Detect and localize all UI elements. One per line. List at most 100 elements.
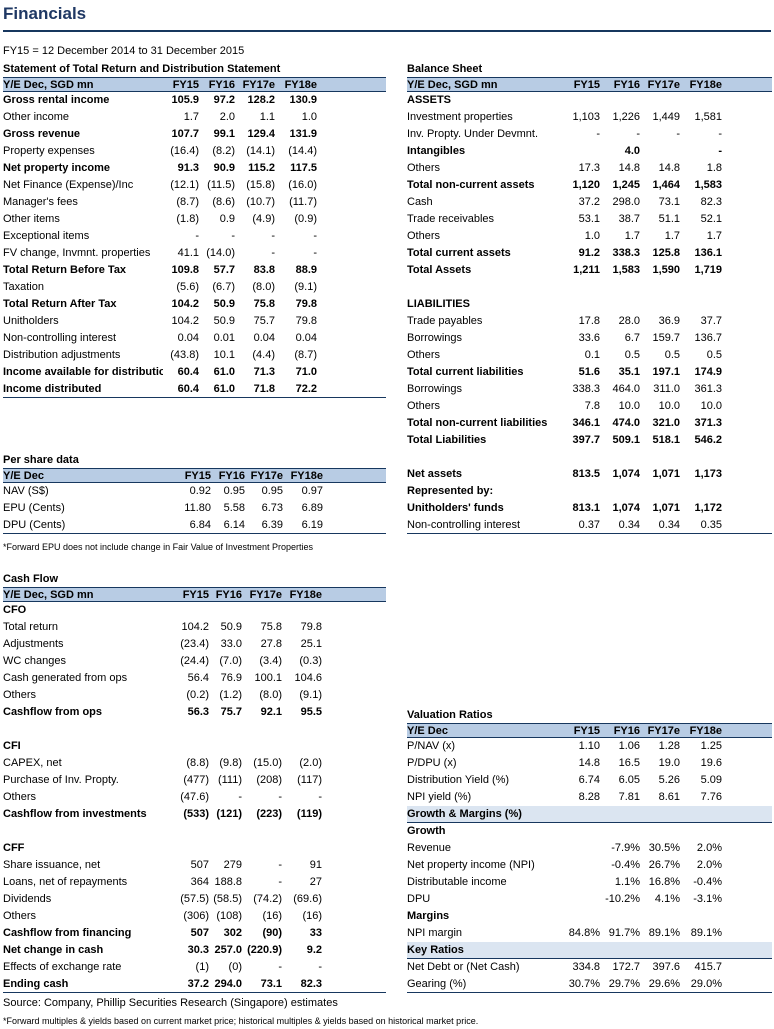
- row-total-current-assets: Total current assets 91.2 338.3 125.8 136.1: [407, 245, 772, 262]
- cell-fy16: (121): [216, 808, 242, 820]
- header-fy17e: FY17e: [250, 470, 283, 482]
- cell-fy17e: 4.1%: [654, 893, 680, 905]
- cell-fy17e: (223): [256, 808, 282, 820]
- header-fy17e: FY17e: [249, 589, 282, 601]
- cell-fy15: [163, 823, 209, 840]
- header-fy16: FY16: [218, 470, 245, 482]
- cell-fy15: [554, 908, 600, 925]
- cell-fy15: 60.4: [177, 366, 199, 378]
- cell-fy16: (11.5): [207, 179, 235, 191]
- cell-fy18e: 19.6: [700, 757, 722, 769]
- row-label: CFO: [3, 604, 27, 616]
- cell-fy16: 2.0: [219, 111, 235, 123]
- cell-fy15: (57.5): [180, 893, 209, 905]
- row-label: FV change, Invmnt. properties: [3, 247, 151, 259]
- cell-fy17e: (15.0): [253, 757, 282, 769]
- cell-fy15: 17.8: [578, 315, 600, 327]
- cell-fy17e: 71.8: [253, 383, 275, 395]
- cell-fy16: 4.0: [624, 145, 640, 157]
- cell-fy17e: 16.8%: [648, 876, 680, 888]
- cell-fy16: 188.8: [214, 876, 242, 888]
- cell-fy15: 60.4: [177, 383, 199, 395]
- row-label: Cash: [407, 196, 433, 208]
- cell-fy16: 257.0: [214, 944, 242, 956]
- cell-fy18e: 29.0%: [690, 978, 722, 990]
- cell-fy16: [209, 823, 242, 840]
- row-income-distributed: Income distributed 60.4 61.0 71.8 72.2: [3, 381, 386, 398]
- row-label: Loans, net of repayments: [3, 876, 128, 888]
- row-dividends: Dividends (57.5) (58.5) (74.2) (69.6): [3, 891, 386, 908]
- table-header-row: Y/E Dec FY15 FY16 FY17e FY18e: [407, 723, 772, 738]
- cell-fy17e: [640, 143, 680, 160]
- cell-fy18e: 131.9: [289, 128, 317, 140]
- cell-fy16: [600, 296, 640, 313]
- header-label: Y/E Dec: [3, 470, 44, 482]
- cell-fy16: [600, 908, 640, 925]
- cell-fy18e: 117.5: [290, 162, 317, 174]
- cell-fy17e: [242, 602, 282, 619]
- cell-fy18e: 95.5: [300, 706, 322, 718]
- row-net-property-income: Net property income 91.3 90.9 115.2 117.5: [3, 160, 386, 177]
- cell-fy17e: [242, 823, 282, 840]
- cell-fy17e: 75.7: [253, 315, 275, 327]
- cell-fy17e: (3.4): [259, 655, 282, 667]
- cell-fy17e: 75.8: [253, 298, 275, 310]
- row-trade-payables: Trade payables 17.8 28.0 36.9 37.7: [407, 313, 772, 330]
- row-label: Dividends: [3, 893, 52, 905]
- cell-fy15: 41.1: [177, 247, 199, 259]
- cell-fy16: 91.7%: [608, 927, 640, 939]
- cell-fy17e: (4.4): [252, 349, 275, 361]
- fiscal-year-note: FY15 = 12 December 2014 to 31 December 2…: [3, 45, 245, 57]
- cell-fy17e: 1.7: [664, 230, 680, 242]
- cell-fy16: [600, 92, 640, 109]
- header-fy18e: FY18e: [290, 470, 323, 482]
- cell-fy18e: 0.5: [706, 349, 722, 361]
- cell-fy18e: 415.7: [694, 961, 722, 973]
- cell-fy15: [554, 874, 600, 891]
- header-fy17e: FY17e: [647, 79, 680, 91]
- cell-fy18e: -: [313, 230, 317, 242]
- cell-fy17e: (15.8): [246, 179, 275, 191]
- row-taxation: Taxation (5.6) (6.7) (8.0) (9.1): [3, 279, 386, 296]
- header-label: Y/E Dec: [407, 725, 448, 737]
- row-capex-net: CAPEX, net (8.8) (9.8) (15.0) (2.0): [3, 755, 386, 772]
- cell-fy15: [163, 840, 209, 857]
- table-title: Cash Flow: [3, 573, 59, 585]
- cell-fy17e: [640, 296, 680, 313]
- row-label: Inv. Propty. Under Devmnt.: [407, 128, 539, 140]
- cell-fy18e: (16.0): [288, 179, 317, 191]
- cell-fy18e: -: [718, 128, 722, 140]
- row-borrowings: Borrowings 33.6 6.7 159.7 136.7: [407, 330, 772, 347]
- cell-fy16: [600, 942, 640, 958]
- cell-fy18e: 136.7: [694, 332, 722, 344]
- cell-fy18e: [680, 279, 722, 296]
- cell-fy16: 33.0: [220, 638, 242, 650]
- cell-fy18e: 6.89: [301, 502, 323, 514]
- header-label: Y/E Dec, SGD mn: [3, 589, 94, 601]
- cell-fy17e: [640, 908, 680, 925]
- title-rule: [3, 30, 771, 32]
- cell-fy17e: 0.95: [261, 485, 283, 497]
- cell-fy17e: 26.7%: [648, 859, 680, 871]
- cell-fy15: [163, 721, 209, 738]
- cell-fy16: [600, 806, 640, 822]
- header-fy15: FY15: [573, 79, 600, 91]
- row-label: Gross rental income: [3, 94, 110, 106]
- row-unitholders-funds: Unitholders' funds 813.1 1,074 1,071 1,172: [407, 500, 772, 517]
- cell-fy17e: 518.1: [652, 434, 680, 446]
- cell-fy15: [554, 823, 600, 840]
- cell-fy15: 53.1: [578, 213, 600, 225]
- cell-fy17e: 321.0: [652, 417, 680, 429]
- row-manager-s-fees: Manager's fees (8.7) (8.6) (10.7) (11.7): [3, 194, 386, 211]
- row-property-expenses: Property expenses (16.4) (8.2) (14.1) (14.4): [3, 143, 386, 160]
- cell-fy16: 35.1: [618, 366, 640, 378]
- cell-fy16: 0.01: [213, 332, 235, 344]
- cell-fy17e: [640, 279, 680, 296]
- cell-fy17e: 73.1: [658, 196, 680, 208]
- cell-fy18e: 82.3: [700, 196, 722, 208]
- cell-fy16: 5.58: [223, 502, 245, 514]
- row-label: Non-controlling interest: [407, 519, 521, 531]
- source-note: Source: Company, Phillip Securities Rese…: [3, 997, 338, 1009]
- header-label: Y/E Dec, SGD mn: [3, 79, 94, 91]
- cell-fy17e: 30.5%: [648, 842, 680, 854]
